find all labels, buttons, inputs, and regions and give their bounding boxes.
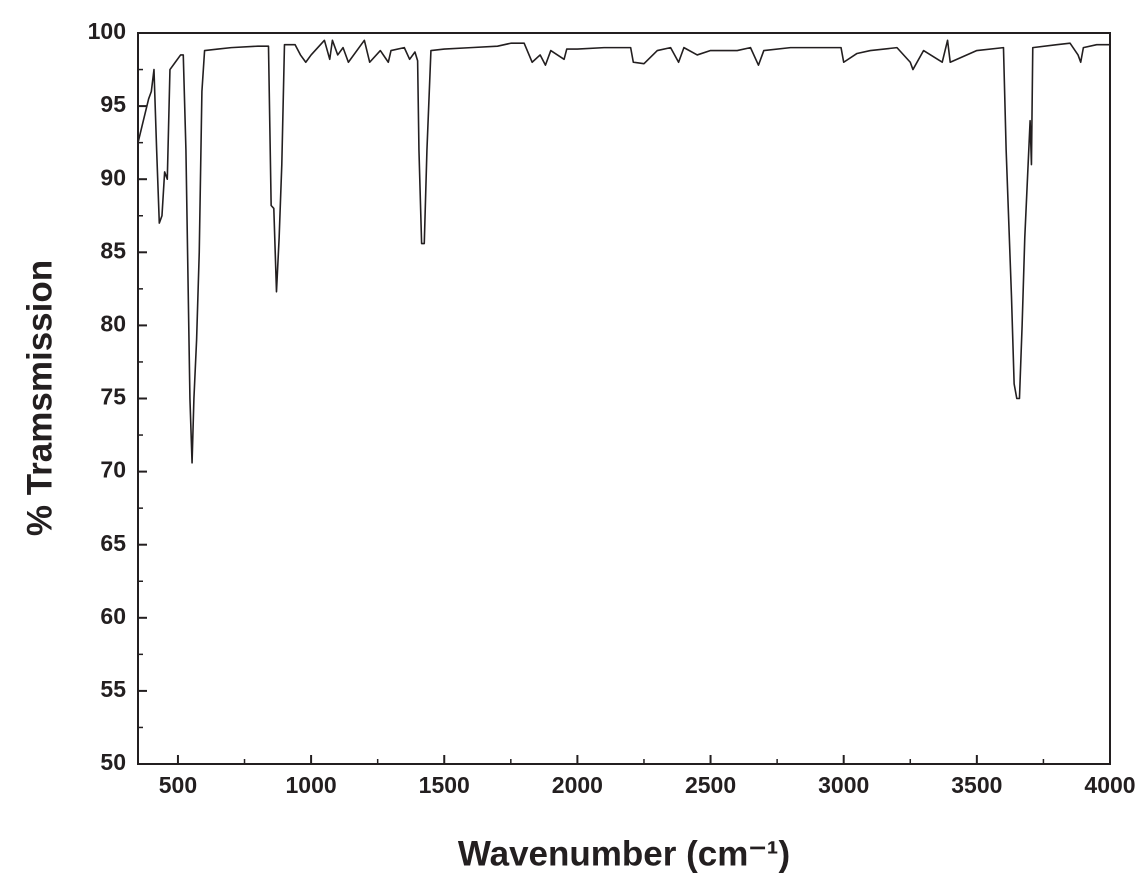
x-tick-label: 3000: [818, 772, 869, 798]
y-tick-label: 70: [100, 457, 126, 483]
y-axis-title: % Tramsmission: [20, 260, 59, 536]
x-tick-label: 1500: [419, 772, 470, 798]
spectrum-line: [137, 39, 1110, 464]
y-tick-label: 65: [100, 530, 126, 556]
x-tick-label: 2500: [685, 772, 736, 798]
y-tick-label: 50: [100, 749, 126, 775]
x-tick-label: 500: [159, 772, 197, 798]
y-tick-label: 85: [100, 237, 126, 263]
x-tick-label: 1000: [286, 772, 337, 798]
y-tick-label: 90: [100, 164, 126, 190]
x-axis-title: Wavenumber (cm⁻¹): [458, 834, 790, 873]
y-tick-label: 75: [100, 384, 126, 410]
y-tick-label: 95: [100, 91, 126, 117]
x-tick-label: 3500: [951, 772, 1002, 798]
y-tick-label: 80: [100, 310, 126, 336]
x-tick-label: 2000: [552, 772, 603, 798]
y-tick-label: 55: [100, 676, 126, 702]
y-tick-label: 100: [88, 18, 126, 44]
y-tick-label: 60: [100, 603, 126, 629]
x-tick-label: 4000: [1084, 772, 1135, 798]
plot-frame: [137, 32, 1111, 765]
